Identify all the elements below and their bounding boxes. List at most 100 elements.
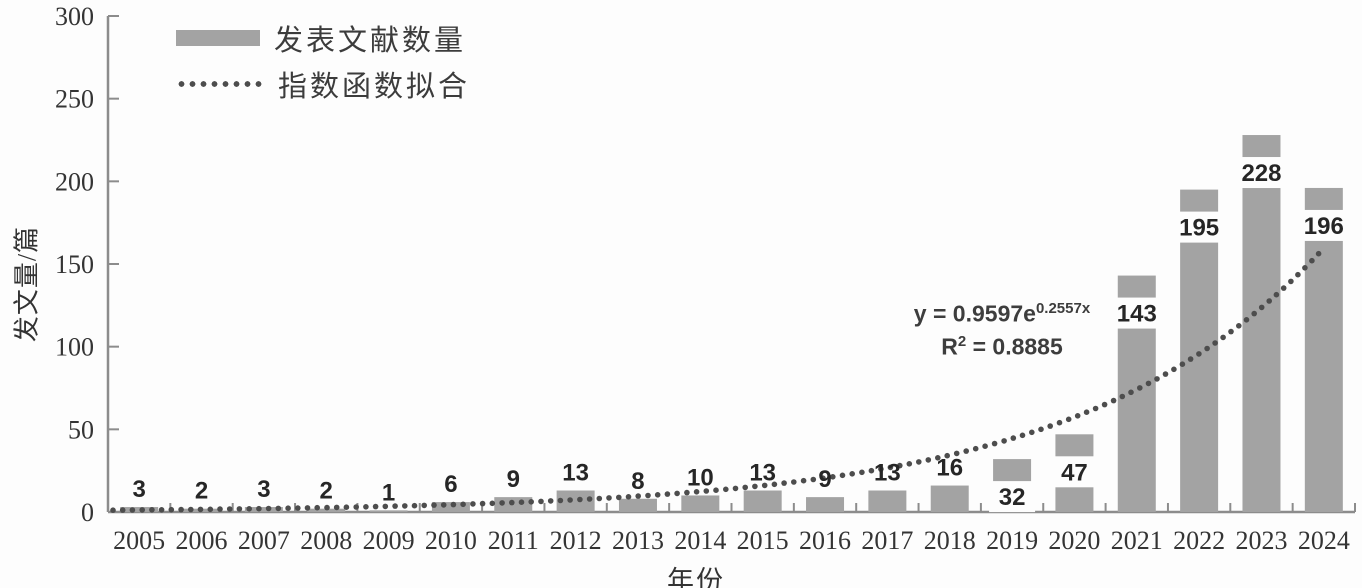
fit-dot — [868, 467, 875, 474]
fit-dot — [771, 481, 778, 488]
bar-label-2013: 8 — [631, 468, 644, 495]
data-label-box-2024 — [1293, 209, 1355, 241]
y-tick-label: 300 — [55, 2, 94, 31]
x-axis-ticks — [107, 503, 1356, 512]
year-label-2013: 2013 — [612, 526, 664, 555]
fit-dot — [363, 504, 369, 510]
data-label-box-2019 — [989, 481, 1036, 513]
fit-dot — [168, 506, 175, 513]
fit-dot — [1315, 250, 1322, 257]
bar-2008 — [307, 508, 346, 512]
fit-dot — [887, 464, 894, 471]
fit-dot — [781, 480, 787, 486]
fit-dot — [1288, 278, 1294, 285]
year-label-2009: 2009 — [363, 526, 415, 555]
fit-dot — [324, 504, 330, 511]
year-label-2007: 2007 — [238, 526, 290, 555]
fit-dot — [1236, 323, 1242, 329]
fit-dot — [906, 461, 913, 467]
data-label-box-2021 — [1106, 297, 1168, 329]
fit-dot — [411, 502, 418, 509]
fit-dot — [1212, 340, 1218, 346]
fit-dot — [547, 498, 554, 504]
fit-dot — [916, 459, 922, 465]
x-axis-title: 年份 — [667, 566, 725, 588]
fit-dot — [1302, 265, 1308, 271]
fit-dot — [236, 506, 243, 512]
fit-dot — [470, 501, 476, 507]
fit-dot — [1128, 389, 1134, 396]
fit-dot — [839, 472, 846, 479]
fit-dot — [1171, 366, 1177, 373]
fit-dot — [1065, 416, 1072, 423]
bar-label-2010: 6 — [444, 471, 457, 498]
fit-dot — [925, 457, 932, 463]
r-squared-rest: = 0.8885 — [966, 333, 1063, 360]
data-label-box-2023 — [1230, 157, 1292, 189]
fit-dot — [645, 492, 651, 499]
fit-dot — [761, 482, 768, 489]
fit-dot — [275, 505, 282, 512]
fit-dot — [256, 505, 262, 512]
y-tick-label: 250 — [55, 85, 94, 114]
y-tick-label: 100 — [55, 333, 94, 362]
fit-dot — [810, 476, 817, 483]
legend-item-fit: 指数函数拟合 — [176, 68, 470, 103]
year-label-2021: 2021 — [1111, 526, 1163, 555]
bar-label-2017: 13 — [874, 460, 901, 487]
fit-dot — [392, 503, 398, 509]
fit-dot — [859, 469, 865, 476]
fit-dot — [791, 479, 797, 485]
fit-dot — [1047, 423, 1053, 429]
bar-2012 — [556, 490, 595, 512]
fit-dot — [1273, 291, 1280, 298]
fit-dot — [1204, 345, 1210, 352]
fit-dot — [830, 474, 836, 480]
year-label-2022: 2022 — [1173, 526, 1225, 555]
fit-dot — [1243, 317, 1250, 323]
fit-dot — [1110, 397, 1117, 404]
year-label-2020: 2020 — [1048, 526, 1100, 555]
fit-dot — [1280, 285, 1287, 291]
bar-label-2007: 3 — [257, 476, 270, 503]
fit-dot — [207, 506, 214, 513]
bar-label-2018: 16 — [936, 455, 963, 482]
fit-dot — [518, 499, 525, 506]
fit-dot — [450, 501, 457, 508]
fit-dot — [654, 492, 661, 498]
fit-dot — [314, 504, 321, 511]
r-squared-base: R — [941, 333, 958, 360]
fit-dot — [197, 506, 204, 513]
bar-2010 — [431, 502, 470, 512]
year-label-2010: 2010 — [425, 526, 477, 555]
fit-dot — [333, 504, 340, 511]
fit-dot — [684, 489, 690, 496]
fit-dot — [149, 507, 155, 513]
fit-dot — [265, 505, 272, 512]
fit-dot — [295, 505, 301, 511]
fit-dot — [849, 471, 855, 477]
legend-item-publications: 发表文献数量 — [176, 22, 470, 57]
fit-dot — [1258, 304, 1265, 311]
fit-dot — [1266, 298, 1272, 304]
legend-label-publications: 发表文献数量 — [274, 25, 467, 57]
equation-base: y = 0.9597e — [913, 300, 1036, 327]
fit-dot — [742, 484, 748, 491]
fit-dot — [431, 502, 437, 508]
fit-dot — [343, 504, 350, 511]
fit-dot — [953, 450, 960, 457]
y-tick-label: 50 — [68, 415, 94, 444]
fit-dot — [129, 507, 136, 513]
year-label-2005: 2005 — [113, 526, 165, 555]
fit-dot — [732, 485, 739, 492]
year-label-2006: 2006 — [176, 526, 228, 555]
bar-label-2024: 196 — [1304, 213, 1344, 240]
fit-dot — [693, 489, 700, 495]
bar-label-2020: 47 — [1061, 459, 1088, 486]
exponential-fit-curve — [110, 250, 1322, 513]
fit-dot — [1019, 432, 1026, 439]
fit-dot — [372, 503, 379, 510]
fit-dot — [421, 502, 428, 509]
